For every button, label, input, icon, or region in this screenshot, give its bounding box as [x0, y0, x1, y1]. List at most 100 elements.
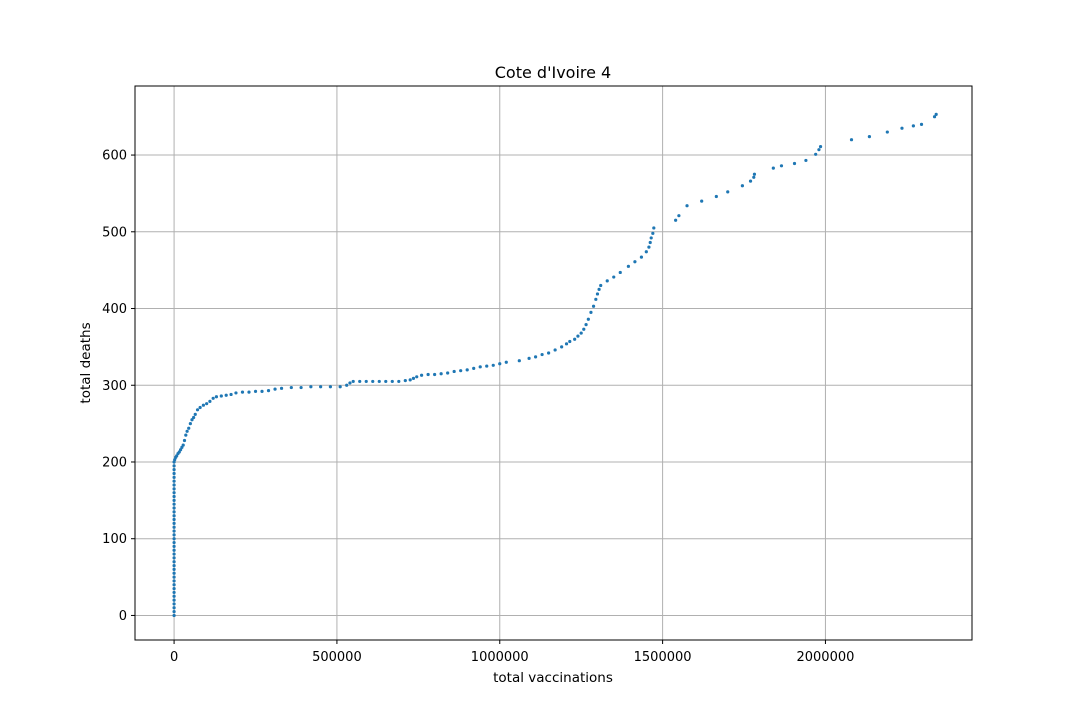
data-point [626, 264, 631, 268]
data-point [647, 245, 651, 249]
data-point [224, 393, 228, 397]
data-point [211, 396, 215, 400]
data-point [214, 395, 219, 399]
data-point [172, 471, 176, 476]
data-point [814, 152, 818, 156]
data-point [748, 179, 753, 183]
data-point [540, 352, 544, 357]
x-tick-label: 0 [170, 650, 178, 665]
y-tick-label: 400 [102, 302, 127, 317]
data-point [573, 337, 577, 341]
data-point [172, 610, 176, 614]
data-point [377, 379, 381, 384]
data-point [190, 418, 194, 422]
data-point [568, 339, 572, 344]
data-point [415, 375, 419, 379]
grid [135, 86, 972, 640]
data-point [779, 164, 784, 168]
y-tick-label: 0 [119, 609, 127, 624]
data-point [849, 138, 854, 142]
data-point [172, 475, 176, 479]
data-point [172, 606, 176, 610]
data-point [198, 405, 202, 410]
data-point [885, 130, 889, 134]
data-point [172, 613, 176, 618]
data-point [172, 583, 176, 587]
data-point [579, 331, 583, 335]
data-point [193, 412, 197, 417]
data-point [594, 297, 598, 301]
data-point [299, 385, 303, 390]
x-tick-label: 2000000 [796, 650, 854, 665]
data-point [612, 275, 616, 279]
data-point [172, 510, 176, 514]
data-point [714, 194, 718, 199]
data-point [279, 386, 284, 390]
data-point [408, 378, 412, 382]
y-tick-label: 300 [102, 379, 127, 394]
data-point [452, 369, 456, 374]
data-point [229, 392, 233, 397]
data-point [433, 372, 437, 377]
data-point [172, 556, 176, 560]
data-point [818, 145, 823, 149]
data-point [260, 389, 264, 393]
x-tick-label: 500000 [312, 650, 362, 665]
data-point [172, 529, 176, 533]
data-point [181, 443, 185, 447]
data-point [319, 385, 323, 389]
data-point [371, 379, 375, 384]
y-tick-label: 500 [102, 225, 127, 240]
data-point [403, 379, 407, 383]
data-point [172, 525, 176, 529]
data-point [195, 408, 200, 412]
data-point [677, 214, 681, 218]
data-point [172, 483, 176, 487]
data-point [900, 126, 904, 130]
x-tick-label: 1000000 [471, 650, 529, 665]
data-point [172, 598, 176, 602]
data-point [589, 310, 593, 314]
data-point [172, 602, 176, 606]
data-point [792, 161, 797, 166]
data-point [472, 366, 476, 370]
data-point [172, 468, 176, 472]
data-point [478, 365, 482, 369]
plot-frame [134, 85, 973, 641]
data-point [182, 438, 187, 443]
data-point [234, 391, 238, 395]
data-point [172, 464, 176, 468]
data-point [172, 533, 176, 537]
data-point [192, 415, 196, 420]
data-point [651, 231, 655, 235]
data-point [172, 548, 176, 552]
data-point [652, 226, 656, 230]
data-point [172, 491, 176, 495]
data-point [674, 218, 678, 222]
data-point [172, 571, 176, 575]
ticks: 0 500000 1000000 1500000 2000000 0 100 200 300 40… [102, 149, 854, 665]
data-point [504, 360, 508, 364]
data-point [338, 385, 342, 389]
data-point [752, 175, 756, 179]
data-point [911, 124, 915, 128]
data-point [172, 590, 176, 595]
data-point [491, 363, 495, 367]
data-point [867, 135, 872, 139]
data-point [633, 260, 637, 264]
data-point [485, 364, 489, 368]
data-point [253, 389, 258, 393]
data-point [599, 283, 603, 288]
data-point [172, 586, 176, 591]
data-point [591, 304, 596, 308]
data-point [172, 506, 176, 510]
data-point [771, 166, 775, 170]
data-point [172, 479, 176, 483]
data-point [184, 433, 188, 437]
data-point [700, 199, 704, 203]
data-point [172, 540, 176, 545]
data-point [582, 327, 586, 331]
y-tick-label: 100 [102, 532, 127, 547]
data-point [459, 369, 463, 373]
